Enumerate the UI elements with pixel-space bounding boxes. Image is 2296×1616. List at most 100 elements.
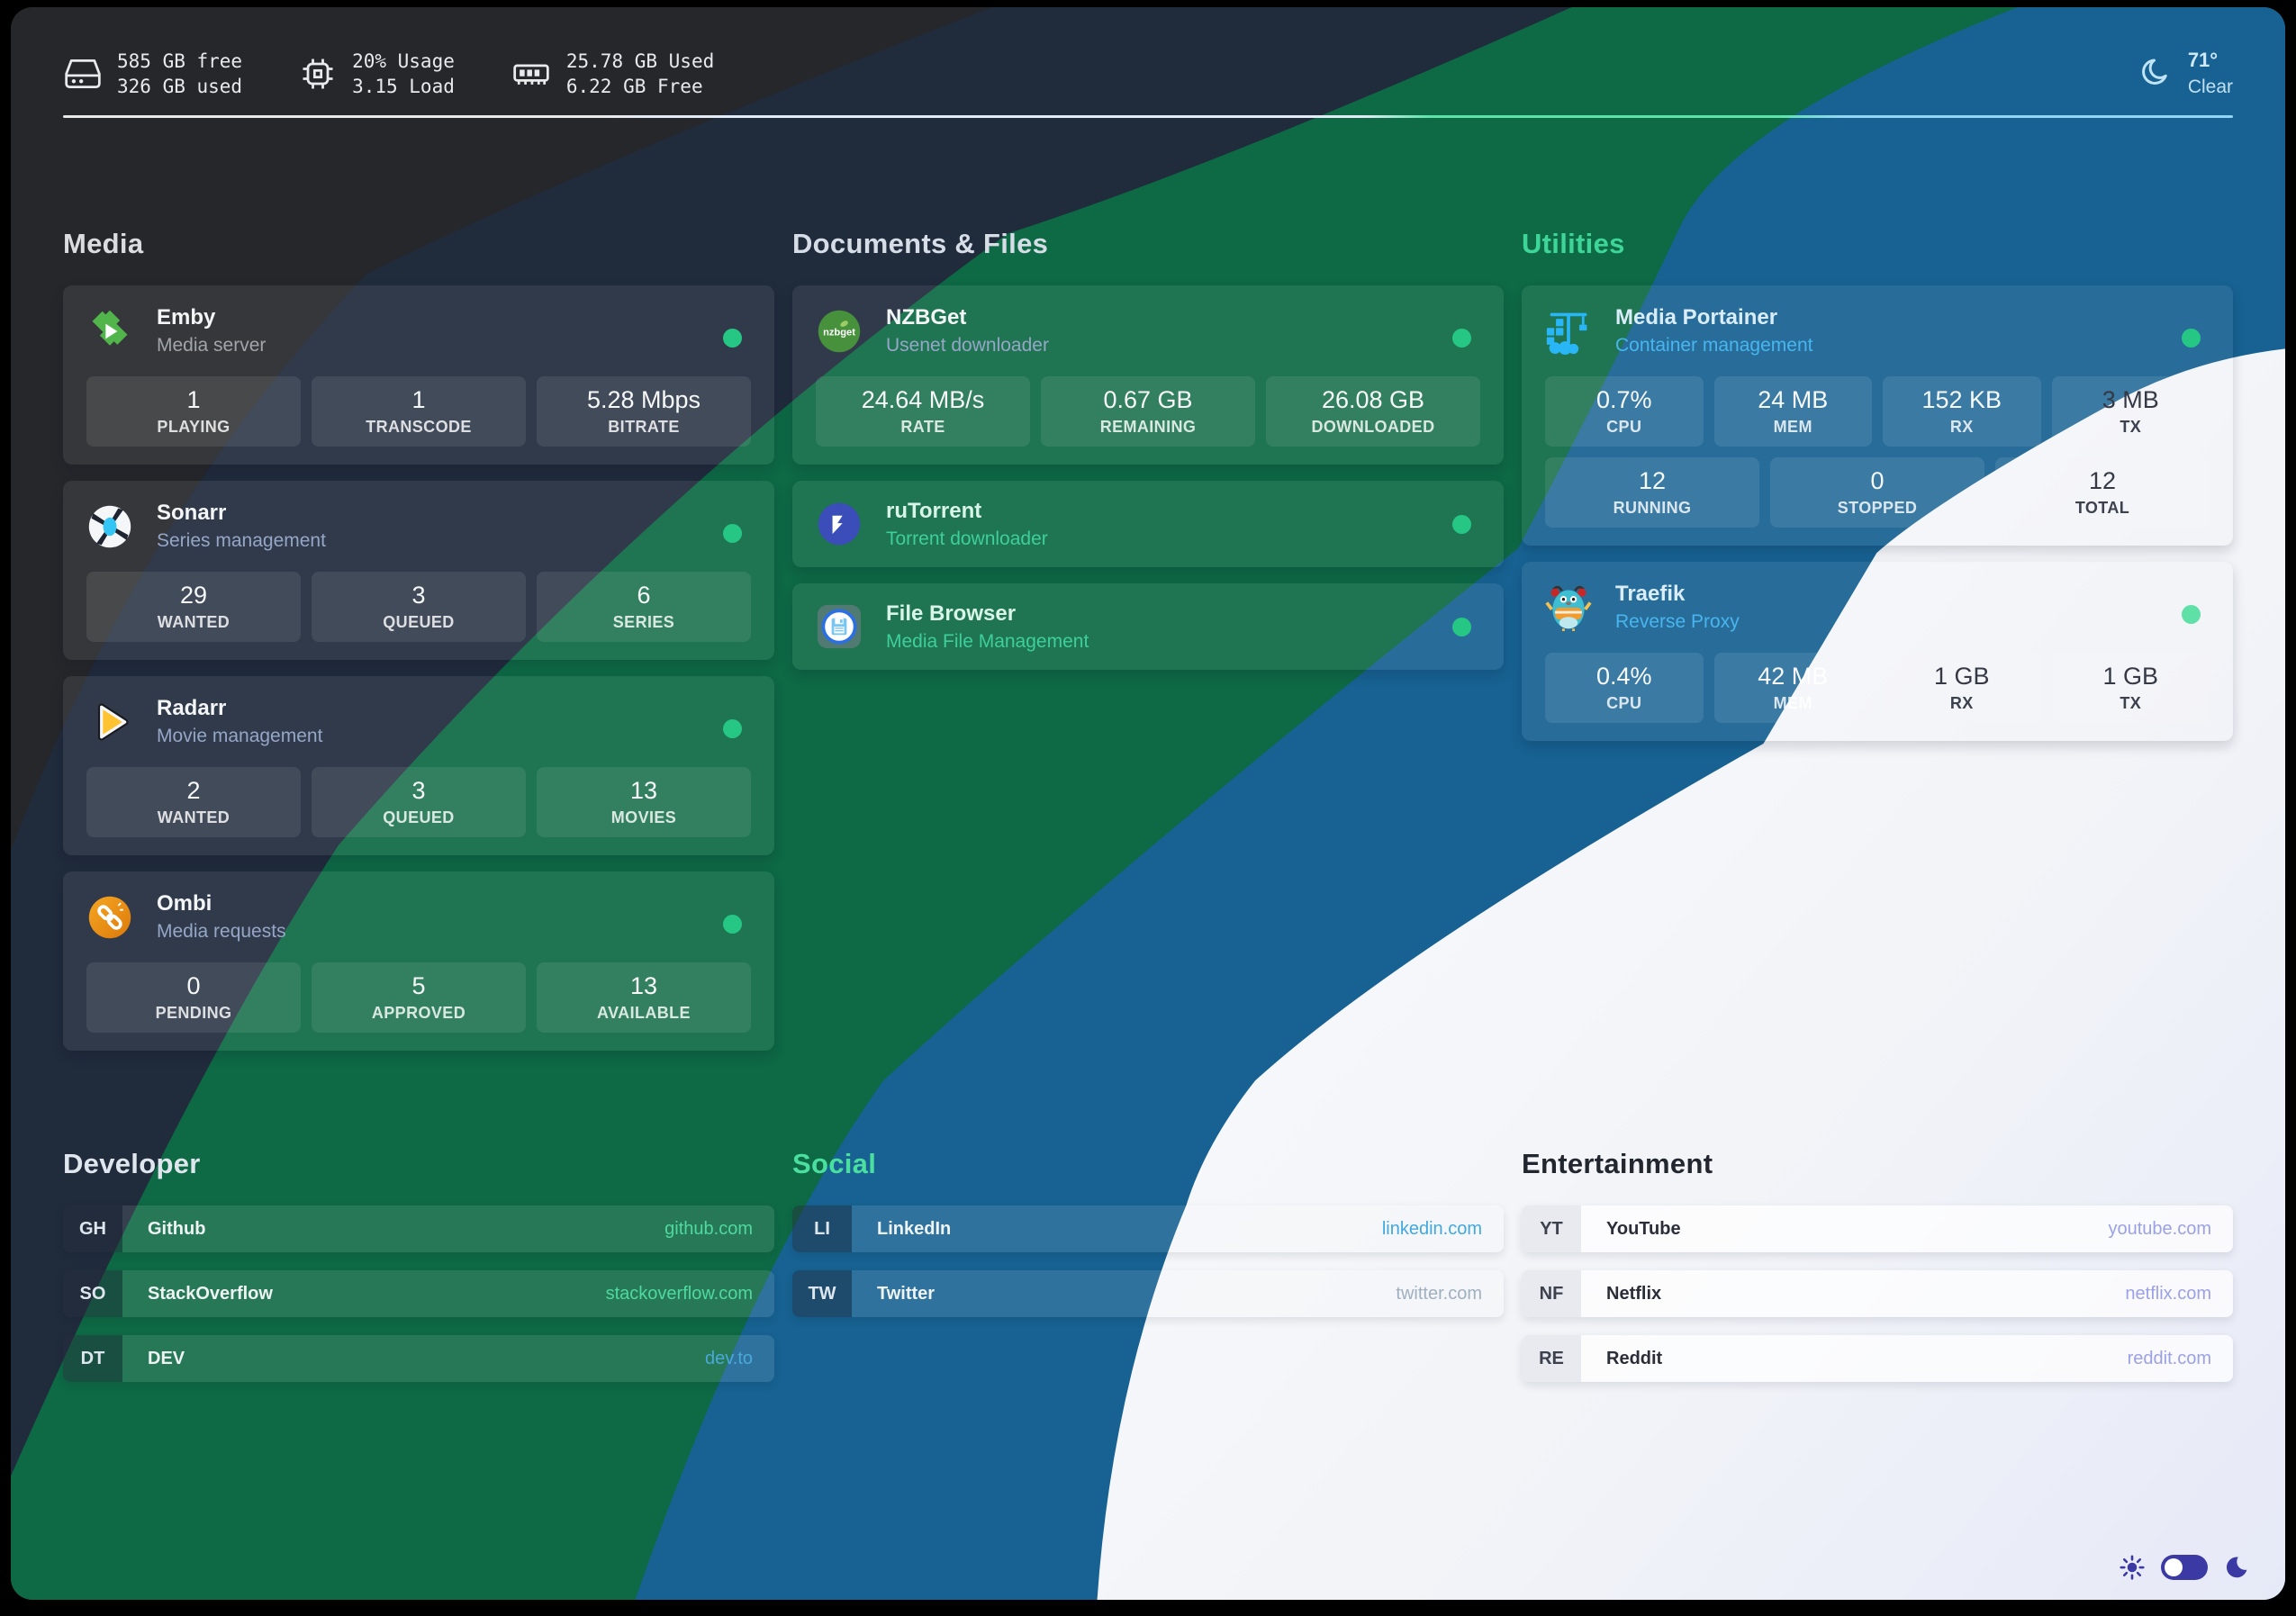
link-row-dev[interactable]: DT DEV dev.to: [63, 1335, 774, 1382]
stat-box: 5.28 Mbps BITRATE: [537, 376, 751, 447]
sections-grid: Media Emby Media server: [11, 118, 2285, 1400]
app-description: Media File Management: [886, 630, 1089, 652]
status-dot: [1452, 618, 1471, 636]
status-dot: [723, 915, 742, 934]
app-name: Sonarr: [157, 501, 227, 525]
link-badge: RE: [1522, 1335, 1581, 1382]
link-name: YouTube: [1606, 1218, 1681, 1239]
app-name: Emby: [157, 305, 216, 330]
link-domain: netflix.com: [2125, 1283, 2211, 1304]
link-domain: youtube.com: [2108, 1218, 2211, 1239]
stat-box: 5 APPROVED: [312, 962, 526, 1033]
ram-free: 6.22 GB Free: [565, 76, 703, 97]
section-utilities: Utilities: [1522, 224, 2233, 757]
moon-icon[interactable]: [2224, 1555, 2249, 1580]
section-title-utilities: Utilities: [1522, 228, 1625, 259]
sun-icon[interactable]: [2120, 1555, 2145, 1580]
ram-used: 25.78 GB Used: [565, 50, 715, 72]
stat-box: 6 SERIES: [537, 572, 751, 642]
app-name: Radarr: [157, 696, 227, 720]
ram-stick-icon: [513, 64, 549, 85]
stat-box: 1 GB RX: [1883, 653, 2041, 723]
link-badge: YT: [1522, 1205, 1581, 1252]
stat-box: 0.4% CPU: [1545, 653, 1704, 723]
cpu-load: 3.15 Load: [352, 76, 455, 97]
app-card-portainer[interactable]: Media Portainer Container management 0.7…: [1522, 285, 2233, 546]
dashboard-page: 585 GB free 326 GB used 20% Usage: [11, 7, 2285, 1600]
theme-toggle-group: [2120, 1555, 2249, 1580]
app-description: Container management: [1615, 335, 1813, 356]
app-card-ombi[interactable]: Ombi Media requests 0 PENDING 5 APPROVED 1…: [63, 871, 774, 1051]
link-name: DEV: [148, 1348, 185, 1368]
app-name: Traefik: [1615, 582, 1686, 606]
app-card-traefik[interactable]: Traefik Reverse Proxy 0.4% CPU 42 MB MEM 1…: [1522, 562, 2233, 741]
crescent-moon-icon: [2141, 59, 2167, 85]
link-row-stackoverflow[interactable]: SO StackOverflow stackoverflow.com: [63, 1270, 774, 1317]
stat-box: 0 STOPPED: [1770, 457, 1984, 528]
app-card-nzbget[interactable]: nzbget NZBGet Usenet downloader 24.64 MB…: [792, 285, 1504, 465]
stat-box: 24 MB MEM: [1713, 376, 1872, 447]
system-stats-bar: 585 GB free 326 GB used 20% Usage: [11, 7, 2285, 108]
weather-condition: Clear: [2187, 77, 2233, 97]
app-name: File Browser: [886, 600, 1017, 626]
status-dot: [723, 329, 742, 348]
link-domain: reddit.com: [2127, 1348, 2211, 1368]
traefik-gopher-icon: [1545, 585, 1592, 631]
status-dot: [1452, 515, 1471, 534]
link-row-github[interactable]: GH Github github.com: [63, 1205, 774, 1252]
stat-box: 152 KB RX: [1883, 376, 2041, 447]
link-row-twitter[interactable]: TW Twitter twitter.com: [792, 1270, 1504, 1317]
status-dot: [1452, 329, 1471, 348]
link-row-netflix[interactable]: NF Netflix netflix.com: [1522, 1270, 2233, 1317]
ram-stats: 25.78 GB Used 6.22 GB Free: [511, 49, 714, 99]
section-title-documents: Documents & Files: [792, 228, 1049, 259]
link-name: StackOverflow: [148, 1283, 273, 1304]
app-card-rutorrent[interactable]: ruTorrent Torrent downloader: [792, 481, 1504, 567]
disk-stats: 585 GB free 326 GB used: [63, 49, 242, 99]
section-title-developer: Developer: [63, 1148, 201, 1179]
section-title-social: Social: [792, 1148, 877, 1179]
status-dot: [723, 524, 742, 543]
link-name: Netflix: [1606, 1283, 1662, 1304]
filebrowser-icon: [817, 604, 862, 649]
link-row-youtube[interactable]: YT YouTube youtube.com: [1522, 1205, 2233, 1252]
link-domain: github.com: [664, 1218, 753, 1239]
emby-icon: [92, 310, 128, 346]
hard-drive-icon: [65, 59, 101, 89]
link-name: Twitter: [877, 1283, 936, 1304]
section-social: Social LI LinkedIn linkedin.com TW Twitt…: [792, 1144, 1504, 1335]
radarr-icon: [98, 703, 129, 740]
stat-box: 42 MB MEM: [1713, 653, 1872, 723]
stat-box: 1 TRANSCODE: [312, 376, 526, 447]
app-card-sonarr[interactable]: Sonarr Series management 29 WANTED 3 QUEUE…: [63, 481, 774, 660]
stat-box: 3 MB TX: [2051, 376, 2210, 447]
app-description: Torrent downloader: [886, 528, 1048, 549]
cpu-usage: 20% Usage: [352, 50, 455, 72]
status-dot: [2182, 605, 2201, 624]
section-entertainment: Entertainment YT YouTube youtube.com NF …: [1522, 1144, 2233, 1400]
stat-box: 13 AVAILABLE: [537, 962, 751, 1033]
app-card-emby[interactable]: Emby Media server 1 PLAYING 1 TRANSCODE 5.…: [63, 285, 774, 465]
app-description: Usenet downloader: [886, 335, 1049, 356]
link-row-reddit[interactable]: RE Reddit reddit.com: [1522, 1335, 2233, 1382]
app-card-filebrowser[interactable]: File Browser Media File Management: [792, 583, 1504, 670]
theme-switch[interactable]: [2161, 1555, 2208, 1580]
link-domain: linkedin.com: [1381, 1218, 1482, 1239]
stat-box: 29 WANTED: [86, 572, 301, 642]
app-name: NZBGet: [886, 305, 967, 330]
link-domain: dev.to: [705, 1348, 753, 1368]
stat-box: 12 TOTAL: [1995, 457, 2210, 528]
sonarr-icon: [88, 505, 131, 547]
link-row-linkedin[interactable]: LI LinkedIn linkedin.com: [792, 1205, 1504, 1252]
section-title-entertainment: Entertainment: [1522, 1148, 1713, 1179]
app-name: Ombi: [157, 891, 212, 916]
section-documents: Documents & Files nzbget NZBGet Usenet d…: [792, 224, 1504, 686]
section-media: Media Emby Media server: [63, 224, 774, 1067]
link-badge: NF: [1522, 1270, 1581, 1317]
app-card-radarr[interactable]: Radarr Movie management 2 WANTED 3 QUEUED …: [63, 676, 774, 855]
portainer-icon: [1546, 312, 1587, 355]
link-name: Reddit: [1606, 1348, 1663, 1368]
app-description: Media server: [157, 335, 267, 356]
stat-box: 12 RUNNING: [1545, 457, 1759, 528]
divider-line: [63, 115, 2233, 118]
